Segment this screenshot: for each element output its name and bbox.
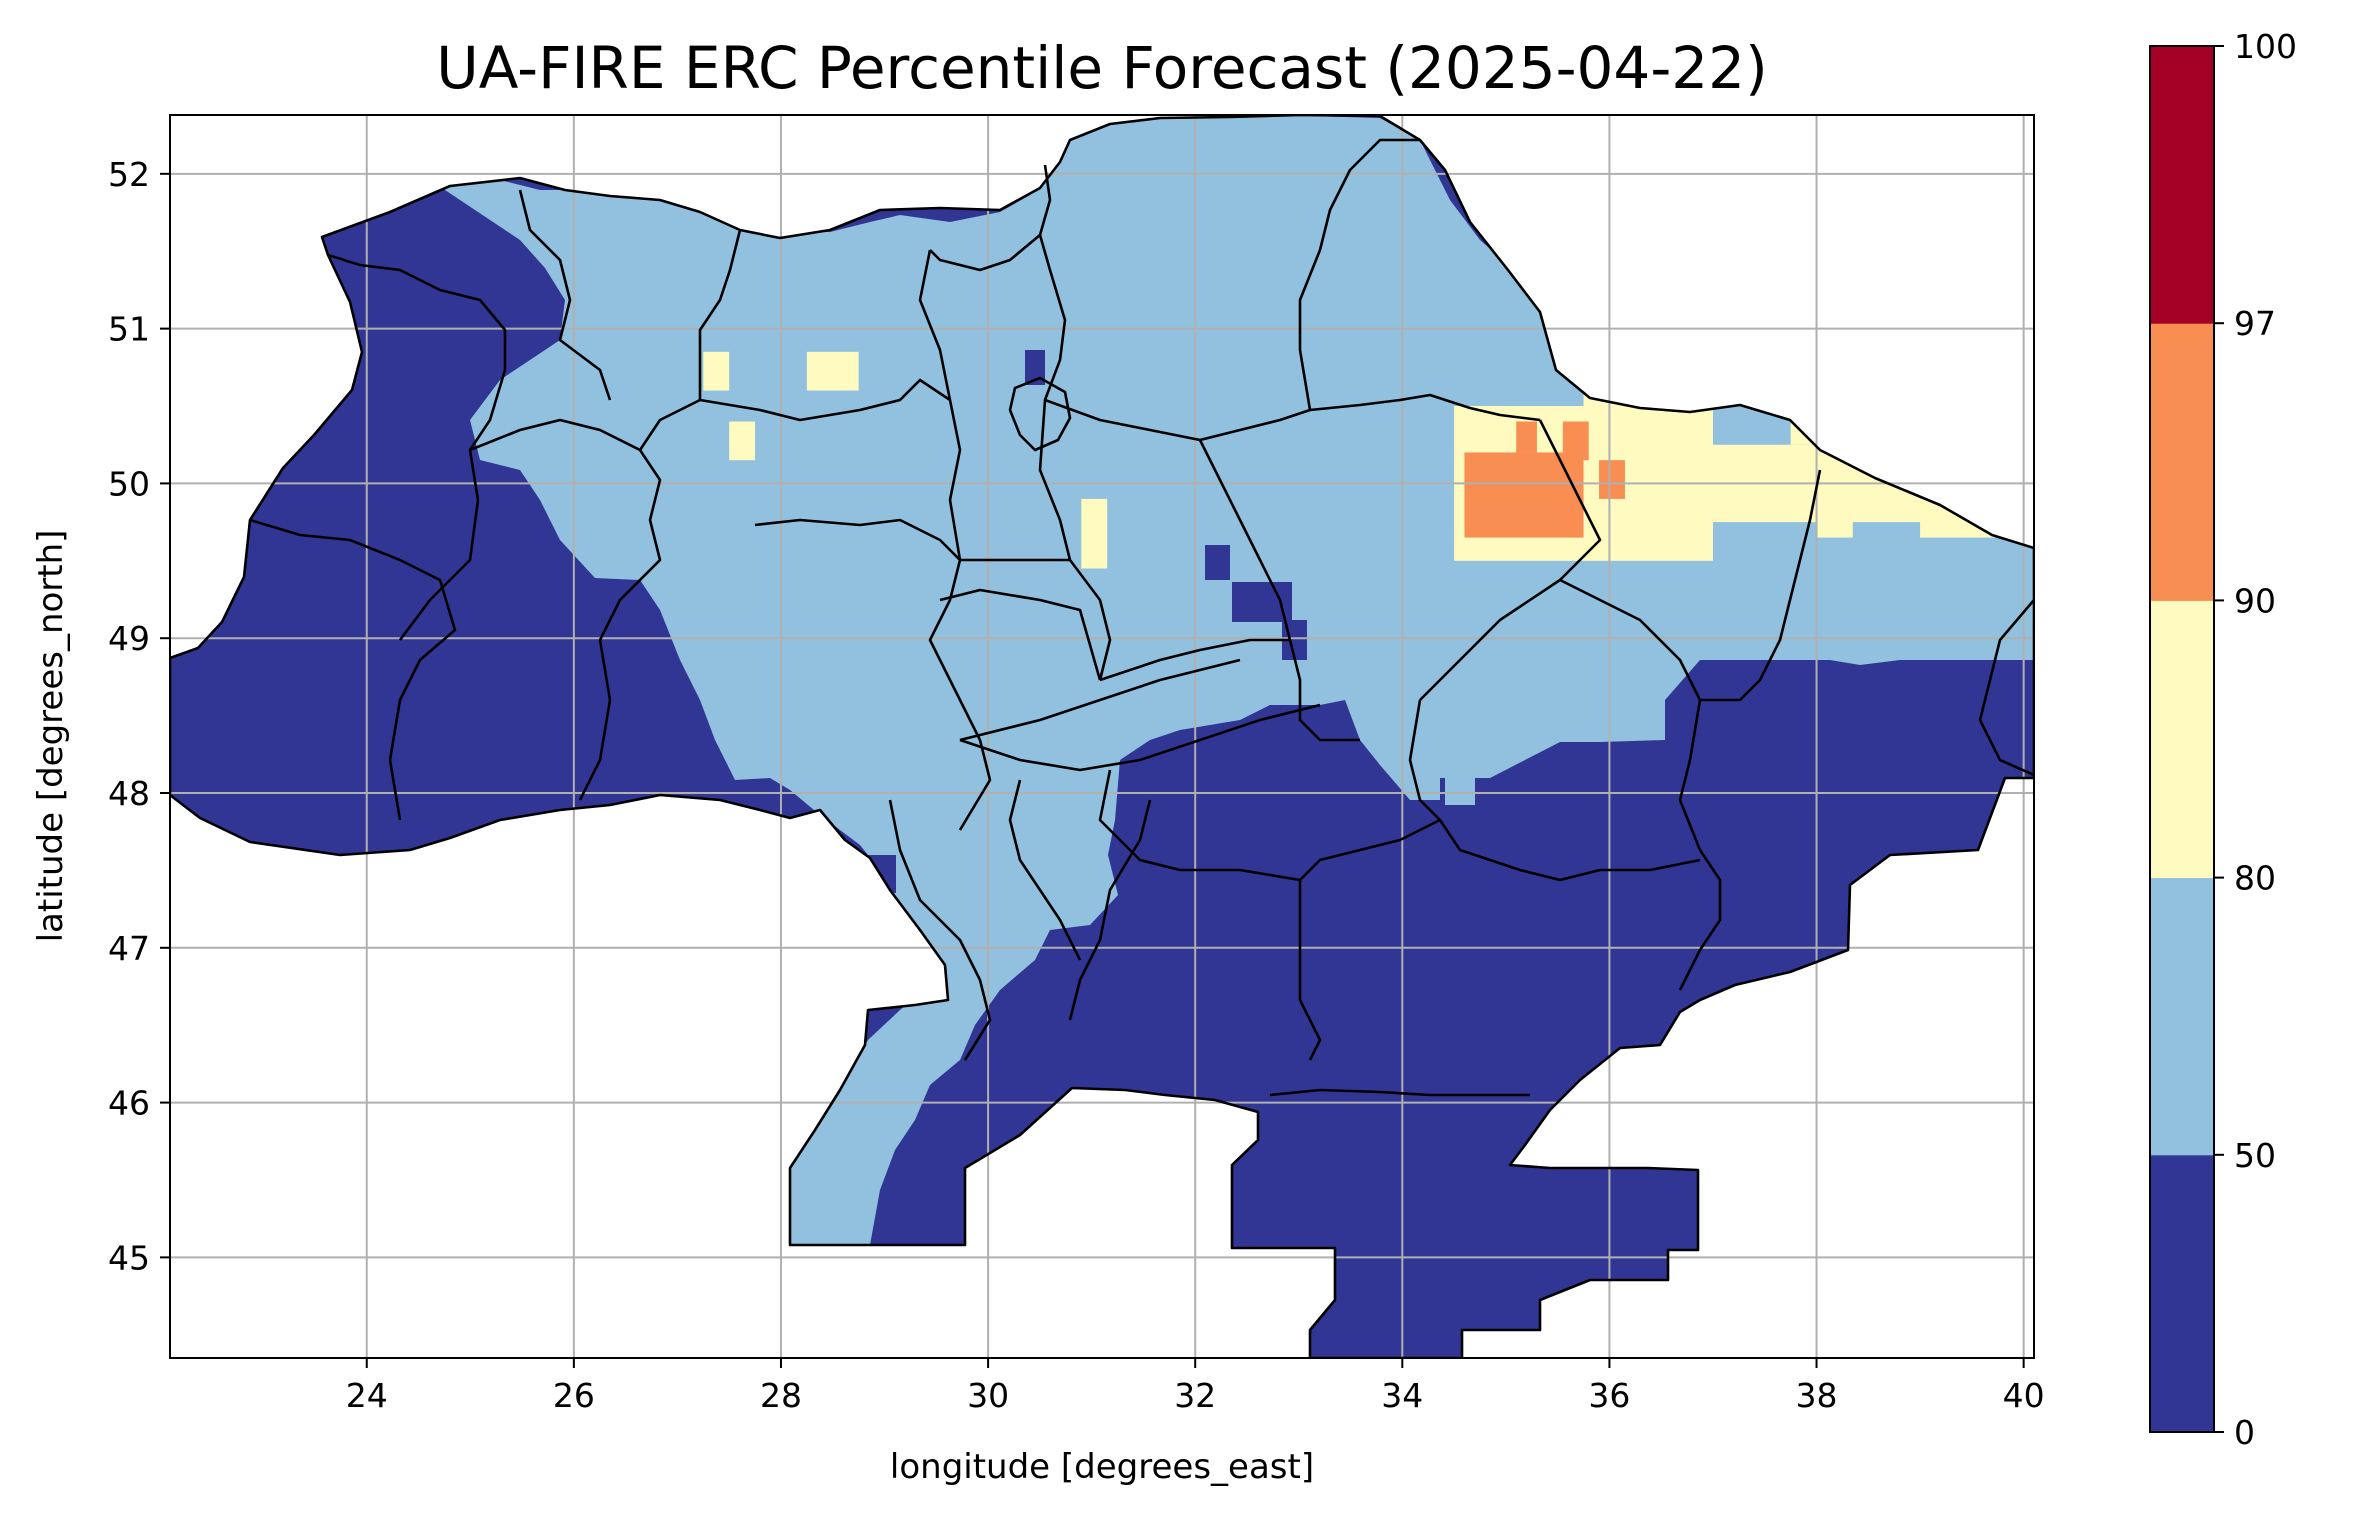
x-tick-label: 30 — [967, 1376, 1009, 1415]
x-tick-label: 32 — [1174, 1376, 1216, 1415]
oblast-border-centre-2 — [939, 588, 1102, 681]
colorbar-segment — [2150, 600, 2214, 879]
kyiv-city-border — [1008, 376, 1072, 452]
colorbar-tick-label: 100 — [2234, 27, 2297, 66]
colorbar-tick-label: 80 — [2234, 859, 2276, 898]
oblast-border-luhansk — [1700, 469, 1822, 702]
oblast-border-kyiv-2 — [929, 164, 1052, 272]
oblast-border-zaporizhzhia — [1299, 818, 1441, 881]
erc-patch-7 — [729, 421, 756, 461]
axes-frame — [169, 114, 2035, 1359]
erc-patch-5 — [703, 351, 730, 391]
oblast-border-centre-1 — [754, 518, 961, 561]
oblast-border-donetsk — [1678, 699, 1722, 991]
colorbar: 0 50 80 90 97 100 — [2149, 27, 2297, 1452]
oblast-border-centre-3 — [959, 658, 1241, 742]
x-tick-label: 38 — [1796, 1376, 1838, 1415]
oblast-border-luhansk-2 — [1978, 599, 2034, 777]
oblast-border-poltava-1 — [1198, 439, 1360, 742]
y-ticks: 45 46 47 48 49 50 51 52 — [108, 155, 170, 1277]
oblast-border-north-1 — [518, 189, 612, 401]
oblast-border-kharkiv-2 — [1559, 578, 1702, 701]
erc-patch-light-crimea — [1445, 765, 1475, 805]
y-axis-label: latitude [degrees_north] — [31, 530, 71, 943]
colorbar-tick-label: 50 — [2234, 1136, 2276, 1175]
erc-patch-8 — [1081, 498, 1108, 569]
y-tick-label: 47 — [108, 929, 150, 968]
admin-borders — [170, 115, 2034, 1358]
oblast-border-south-2 — [1008, 779, 1082, 961]
oblast-border-north-4 — [699, 378, 951, 422]
erc-patch-9 — [1816, 498, 1853, 538]
oblast-border-dnipro — [1408, 699, 1701, 882]
oblast-border-chernihiv-1 — [1298, 138, 1420, 411]
oblast-border-west-1 — [327, 253, 507, 641]
x-ticks: 24 26 28 30 32 34 36 38 40 — [346, 1358, 2045, 1415]
oblast-border-odesa — [1068, 799, 1152, 1021]
x-tick-label: 34 — [1381, 1376, 1423, 1415]
x-tick-label: 36 — [1588, 1376, 1630, 1415]
erc-patch-6 — [806, 351, 859, 391]
y-tick-label: 48 — [108, 774, 150, 813]
chart-title: UA-FIRE ERC Percentile Forecast (2025-04… — [436, 34, 1767, 102]
erc-patch-dark-poltava — [1232, 582, 1292, 622]
erc-patch-14 — [1599, 460, 1625, 499]
colorbar-tick-label: 0 — [2234, 1413, 2255, 1452]
oblast-border-kirovohrad — [959, 703, 1321, 772]
colorbar-segment — [2150, 877, 2214, 1156]
colorbar-tick-label: 90 — [2234, 581, 2276, 620]
y-tick-label: 49 — [108, 619, 150, 658]
grid — [170, 115, 2034, 1358]
y-tick-label: 50 — [108, 464, 150, 503]
oblast-border-kyiv-1 — [1038, 234, 1311, 442]
oblast-border-west-2 — [249, 518, 457, 821]
erc-patch-11 — [1464, 452, 1584, 538]
y-tick-label: 46 — [108, 1084, 150, 1123]
colorbar-frame — [2149, 45, 2215, 1433]
y-tick-label: 52 — [108, 155, 150, 194]
erc-patch-dark-kyiv — [1025, 350, 1045, 385]
erc-patch-dark-cherkasy — [1205, 545, 1230, 580]
oblast-border-west-3 — [469, 418, 662, 801]
colorbar-segment — [2150, 323, 2214, 601]
oblast-border-north-2 — [638, 229, 742, 451]
oblast-border-south-3 — [888, 799, 992, 1061]
x-tick-label: 28 — [760, 1376, 802, 1415]
x-tick-label: 24 — [346, 1376, 388, 1415]
y-tick-label: 45 — [108, 1238, 150, 1277]
colorbar-segment — [2150, 46, 2214, 324]
oblast-border-poltava-2 — [1099, 638, 1290, 682]
x-tick-label: 26 — [553, 1376, 595, 1415]
x-tick-label: 40 — [2003, 1376, 2045, 1415]
erc-patch-13 — [1562, 421, 1589, 461]
oblast-border-crimea — [1269, 1088, 1530, 1097]
oblast-border-chernihiv-2 — [1309, 393, 1541, 422]
colorbar-segment — [2150, 1154, 2214, 1433]
x-axis-label: longitude [degrees_east] — [890, 1447, 1314, 1487]
colorbar-tick-label: 97 — [2234, 304, 2276, 343]
oblast-border-south-1 — [1098, 769, 1322, 1061]
y-tick-label: 51 — [108, 310, 150, 349]
erc-patch-12 — [1516, 421, 1537, 453]
